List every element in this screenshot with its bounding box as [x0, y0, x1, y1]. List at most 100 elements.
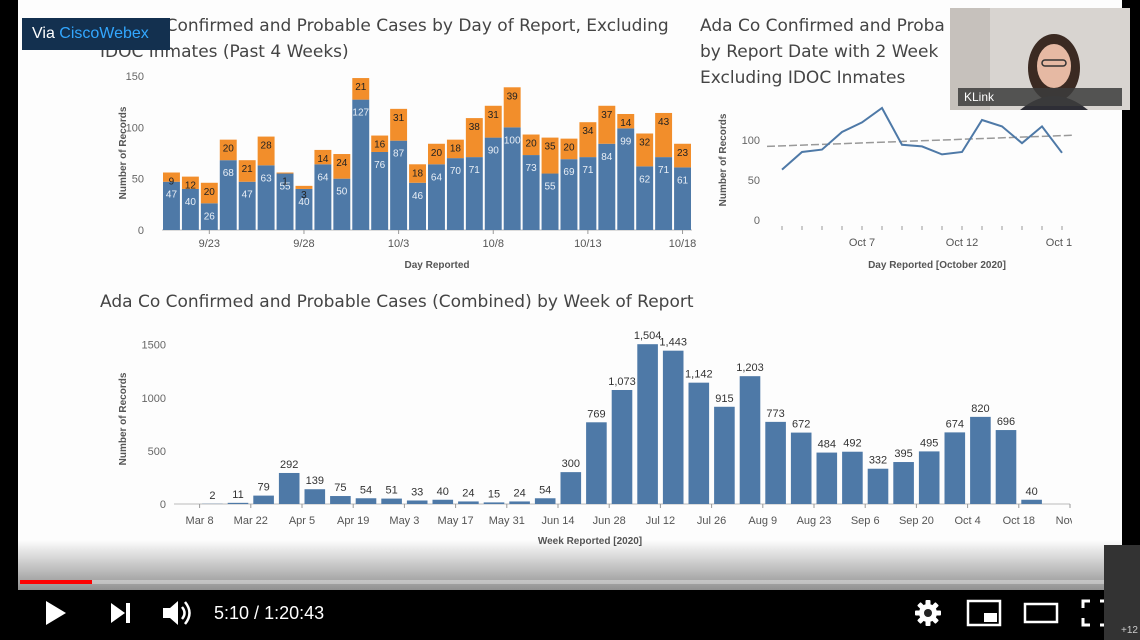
- probable-label: 20: [431, 148, 443, 159]
- x-tick-label: May 17: [438, 515, 474, 527]
- week-bar-label: 15: [488, 488, 500, 500]
- week-bar-label: 484: [818, 439, 836, 451]
- progress-bar[interactable]: [20, 580, 1120, 584]
- confirmed-label: 100: [504, 135, 521, 146]
- week-bar: [995, 430, 1017, 504]
- probable-bar: [257, 136, 275, 166]
- y-tick-label: 150: [126, 71, 144, 83]
- x-tick-label: 10/3: [388, 238, 409, 250]
- week-bar: [355, 498, 377, 504]
- week-bar: [893, 462, 914, 504]
- confirmed-bar: [655, 157, 673, 230]
- probable-label: 34: [582, 126, 594, 137]
- confirmed-label: 61: [677, 175, 689, 186]
- x-tick-label: Sep 20: [899, 515, 934, 527]
- confirmed-label: 64: [317, 172, 329, 183]
- probable-bar: [219, 139, 237, 161]
- week-bar-label: 33: [411, 486, 423, 498]
- confirmed-label: 71: [469, 165, 481, 176]
- probable-label: 43: [658, 117, 670, 128]
- probable-label: 20: [223, 144, 235, 155]
- y-tick-label: 100: [742, 135, 760, 147]
- x-tick-label: Sep 6: [851, 515, 880, 527]
- confirmed-label: 76: [374, 160, 386, 171]
- probable-bar: [276, 172, 294, 174]
- y-axis-title: Number of Records: [118, 372, 129, 465]
- miniplayer-icon: [966, 599, 1002, 627]
- probable-bar: [541, 137, 559, 174]
- settings-button[interactable]: [912, 597, 944, 634]
- cases-line: [781, 106, 1063, 171]
- confirmed-bar: [181, 188, 199, 230]
- probable-bar: [674, 143, 691, 168]
- probable-bar: [314, 149, 332, 165]
- confirmed-label: 62: [639, 174, 651, 185]
- weekly-chart-title: Ada Co Confirmed and Probable Cases (Com…: [100, 292, 694, 312]
- week-bar: [330, 496, 351, 504]
- probable-bar: [181, 176, 199, 189]
- confirmed-bar: [541, 173, 559, 230]
- probable-label: 28: [261, 141, 273, 152]
- x-tick-label: 10/13: [574, 238, 602, 250]
- side-thumbnail[interactable]: +12: [1104, 545, 1140, 640]
- confirmed-label: 47: [166, 190, 178, 201]
- daily-chart-title-line1: Ada Co Confirmed and Probable Cases by D…: [100, 16, 669, 36]
- probable-label: 31: [488, 110, 500, 121]
- week-bar: [688, 382, 710, 504]
- next-button[interactable]: [104, 598, 134, 633]
- probable-bar: [522, 134, 540, 156]
- week-bar-label: 75: [334, 482, 346, 494]
- confirmed-label: 64: [431, 172, 443, 183]
- probable-bar: [163, 172, 180, 182]
- time-total: 1:20:43: [264, 603, 325, 623]
- volume-icon: [163, 601, 191, 625]
- week-bar-label: 292: [280, 459, 298, 471]
- confirmed-label: 63: [261, 173, 273, 184]
- week-bar: [534, 498, 556, 504]
- week-bar-label: 1,443: [659, 337, 687, 349]
- confirmed-bar: [409, 182, 426, 230]
- x-axis-title: Day Reported [October 2020]: [868, 260, 1006, 271]
- y-tick-label: 0: [754, 215, 760, 227]
- confirmed-bar: [522, 155, 540, 230]
- y-tick-label: 50: [748, 175, 760, 187]
- probable-label: 9: [169, 177, 175, 188]
- week-bar-label: 79: [257, 482, 269, 494]
- y-tick-label: 500: [148, 446, 166, 458]
- week-bar-label: 54: [360, 484, 372, 496]
- y-tick-label: 1500: [142, 340, 166, 352]
- volume-button[interactable]: [160, 597, 194, 634]
- x-tick-label: Jun 14: [541, 515, 574, 527]
- probable-label: 37: [601, 110, 613, 121]
- week-bar-label: 773: [766, 408, 784, 420]
- play-button[interactable]: [40, 598, 70, 633]
- side-thumbnail-badge: +12: [1121, 625, 1138, 636]
- x-tick-label: Apr 5: [289, 515, 315, 527]
- probable-label: 38: [469, 122, 481, 133]
- week-bar: [842, 451, 863, 504]
- confirmed-bar: [314, 164, 332, 230]
- probable-label: 24: [336, 158, 348, 169]
- x-tick-label: Jun 28: [593, 515, 626, 527]
- x-tick-label: May 31: [489, 515, 525, 527]
- daily-cases-chart: 0501001504794012262068204721632855140364…: [118, 71, 696, 271]
- probable-bar: [560, 138, 578, 160]
- probable-bar: [484, 105, 502, 138]
- theater-mode-button[interactable]: [1022, 598, 1060, 633]
- miniplayer-button[interactable]: [966, 598, 1002, 633]
- probable-bar: [503, 87, 521, 128]
- week-bar: [1021, 499, 1042, 504]
- probable-label: 14: [317, 154, 329, 165]
- confirmed-bar: [390, 140, 408, 230]
- week-bar: [765, 421, 786, 504]
- trend-line: [766, 134, 1072, 148]
- probable-bar: [295, 185, 313, 189]
- probable-label: 3: [301, 190, 307, 201]
- x-tick-label: Mar 8: [186, 515, 214, 527]
- confirmed-label: 90: [488, 146, 500, 157]
- week-bar: [304, 489, 326, 504]
- weekly-cases-chart: 0 500 1000 1500 2 11 79 292 139 75 54 51 33 40 24 15 24 5…: [118, 330, 1072, 547]
- theater-mode-icon: [1023, 602, 1059, 624]
- confirmed-label: 69: [563, 167, 575, 178]
